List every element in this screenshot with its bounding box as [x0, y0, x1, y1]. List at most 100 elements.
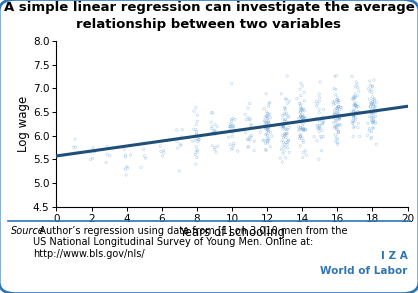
Point — [261, 118, 268, 123]
Point — [368, 118, 375, 123]
Point — [334, 95, 341, 100]
Point — [243, 117, 250, 122]
Point — [335, 117, 342, 121]
Point — [313, 116, 319, 121]
Point — [297, 107, 304, 111]
Point — [285, 125, 292, 130]
Point — [332, 132, 339, 137]
Point — [334, 124, 341, 128]
Point — [107, 154, 113, 158]
Point — [333, 123, 339, 128]
Point — [196, 137, 202, 142]
Point — [351, 113, 357, 118]
Point — [319, 128, 326, 133]
Point — [214, 144, 221, 149]
Point — [283, 131, 290, 136]
Point — [337, 123, 344, 127]
Point — [193, 122, 199, 127]
Point — [175, 146, 181, 150]
Point — [350, 103, 357, 108]
Point — [299, 115, 306, 119]
Point — [278, 147, 285, 152]
Point — [352, 101, 359, 106]
Point — [330, 115, 337, 120]
Point — [285, 114, 291, 118]
Point — [265, 136, 272, 141]
Point — [352, 110, 359, 115]
Point — [263, 147, 269, 152]
Point — [352, 100, 358, 105]
Point — [230, 141, 237, 146]
Point — [157, 144, 164, 148]
Point — [301, 90, 307, 95]
Text: A simple linear regression can investigate the average: A simple linear regression can investiga… — [4, 1, 414, 14]
Point — [246, 135, 253, 139]
Point — [295, 119, 302, 124]
Point — [319, 115, 326, 120]
Point — [333, 105, 340, 110]
Point — [370, 126, 377, 131]
Point — [297, 114, 304, 118]
Point — [89, 156, 96, 161]
Point — [280, 144, 286, 149]
Point — [364, 133, 371, 138]
Point — [122, 153, 129, 157]
Point — [281, 120, 288, 124]
Point — [299, 127, 306, 131]
Point — [369, 101, 376, 106]
Point — [279, 133, 286, 138]
Point — [301, 117, 307, 122]
Point — [354, 93, 361, 98]
Point — [369, 84, 376, 88]
Point — [244, 137, 251, 142]
Point — [228, 147, 235, 152]
Point — [209, 126, 215, 131]
Point — [316, 99, 323, 104]
Point — [335, 130, 342, 134]
Point — [104, 144, 110, 149]
Point — [232, 117, 238, 122]
Point — [332, 139, 339, 144]
Point — [173, 139, 180, 144]
Point — [124, 164, 130, 169]
Point — [123, 173, 130, 177]
Point — [315, 126, 322, 131]
Point — [283, 132, 289, 137]
Point — [316, 129, 322, 134]
Point — [285, 138, 292, 143]
Point — [247, 122, 254, 127]
Point — [72, 137, 79, 141]
Point — [282, 118, 288, 122]
Point — [279, 160, 285, 164]
Point — [303, 153, 310, 157]
Point — [280, 124, 286, 128]
Point — [370, 121, 377, 125]
Point — [246, 117, 253, 122]
Point — [300, 107, 307, 111]
Point — [280, 127, 286, 132]
Point — [266, 121, 273, 126]
Point — [246, 101, 253, 106]
Point — [247, 117, 253, 121]
Point — [371, 78, 377, 82]
Point — [265, 127, 272, 132]
Point — [282, 131, 288, 136]
Point — [331, 111, 338, 116]
Point — [194, 119, 201, 124]
Point — [297, 110, 304, 114]
Point — [300, 121, 307, 126]
Point — [372, 111, 378, 115]
Point — [299, 108, 306, 113]
Point — [298, 113, 304, 118]
Point — [212, 122, 218, 127]
Point — [368, 115, 375, 120]
Point — [299, 136, 306, 140]
Point — [320, 120, 326, 125]
Point — [301, 98, 308, 103]
Point — [350, 94, 357, 99]
Point — [280, 136, 287, 140]
Point — [352, 103, 358, 107]
Text: : Author’s regression using data from [1] on 3,010 men from the
US National Long: : Author’s regression using data from [1… — [33, 226, 348, 259]
Point — [229, 130, 236, 135]
Point — [352, 118, 359, 122]
